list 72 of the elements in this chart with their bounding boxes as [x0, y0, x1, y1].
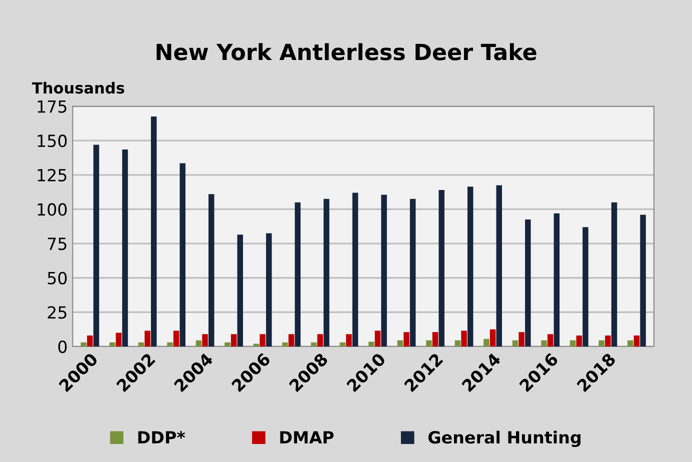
bar — [87, 336, 93, 346]
bar — [352, 192, 358, 346]
bar — [496, 185, 502, 346]
y-tick-label: 175 — [38, 100, 66, 113]
bar — [381, 194, 387, 346]
y-tick-label: 100 — [38, 203, 67, 216]
bar — [224, 342, 230, 346]
y-tick-label: 25 — [48, 306, 66, 319]
bar — [173, 330, 180, 346]
y-tick-label: 125 — [38, 168, 66, 182]
bar — [310, 342, 317, 346]
bar — [461, 330, 467, 346]
bar — [484, 338, 490, 346]
bar — [260, 334, 266, 346]
bar — [605, 336, 611, 346]
bar — [598, 340, 604, 346]
bar — [324, 198, 330, 346]
bar — [576, 336, 582, 346]
bar — [611, 202, 618, 346]
bar — [109, 342, 116, 346]
bar — [438, 190, 444, 346]
bar — [138, 342, 144, 346]
bar — [410, 198, 416, 346]
bar — [167, 342, 173, 346]
bar — [340, 342, 346, 346]
bar — [525, 220, 531, 346]
bar — [570, 340, 576, 346]
bar — [404, 332, 410, 346]
bar — [512, 340, 518, 346]
bar — [317, 334, 324, 346]
bar — [518, 332, 524, 346]
bar — [634, 336, 640, 346]
legend-label: DDP* — [138, 431, 186, 444]
bar — [627, 340, 634, 346]
chart-title: New York Antlerless Deer Take — [156, 43, 536, 60]
bar — [467, 186, 474, 346]
bar — [490, 329, 496, 346]
bar — [196, 340, 202, 346]
legend-label: General Hunting — [428, 430, 580, 447]
bar — [282, 342, 288, 346]
y-tick-label: 150 — [38, 134, 67, 148]
bar — [640, 214, 646, 346]
bar — [266, 233, 272, 346]
bar — [288, 334, 294, 346]
bar — [432, 332, 438, 346]
bar — [202, 334, 208, 346]
bar — [554, 213, 560, 346]
bar — [454, 340, 461, 346]
y-tick-label: 75 — [48, 238, 66, 250]
bar — [150, 116, 157, 346]
bar — [122, 150, 128, 346]
bar — [116, 332, 122, 346]
bar — [80, 342, 86, 346]
y-tick-label: 50 — [48, 272, 67, 284]
bar — [374, 330, 381, 346]
bar — [93, 144, 100, 346]
bar — [346, 334, 352, 346]
bar — [368, 342, 374, 346]
legend-label: DMAP — [280, 431, 334, 444]
bar — [582, 227, 588, 346]
bar — [294, 202, 301, 346]
bar — [397, 340, 404, 346]
bar — [547, 334, 554, 346]
bar — [144, 330, 150, 346]
bar — [237, 234, 244, 346]
y-tick-label: 0 — [58, 340, 67, 354]
y-axis-title: Thousands — [32, 82, 124, 94]
bar — [426, 340, 432, 346]
bar — [208, 194, 214, 346]
bar — [230, 334, 237, 346]
bar — [180, 163, 186, 346]
bar — [541, 340, 547, 346]
